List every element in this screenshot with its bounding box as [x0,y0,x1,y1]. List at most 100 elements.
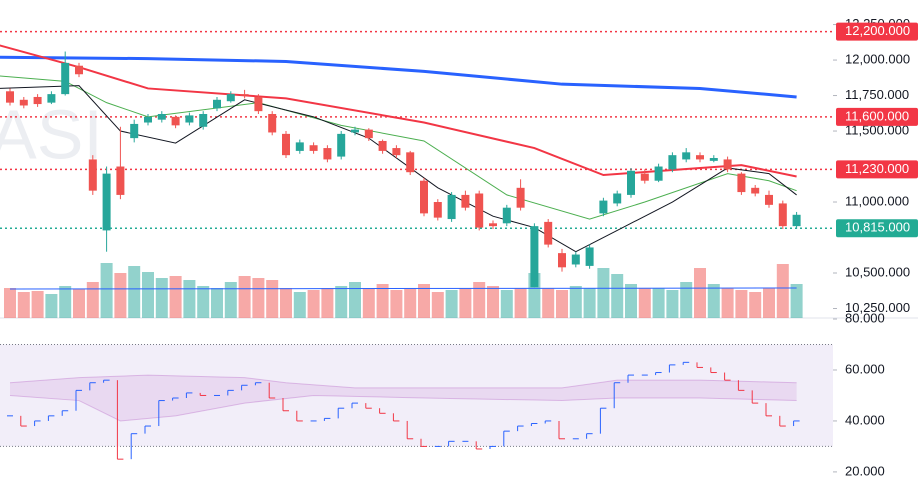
candle-body [792,214,801,227]
volume-bar [183,280,196,318]
volume-bar [459,288,472,318]
volume-bar [197,286,210,318]
candle-body [226,94,235,102]
volume-bar [224,282,237,318]
candle-body [295,142,304,151]
candle-body [199,113,208,127]
volume-bar [114,273,127,318]
volume-bar [625,284,637,318]
candle-body [489,223,497,227]
candle-body [765,194,773,205]
price-label-box [836,22,918,41]
candle-body [75,65,83,75]
volume-bar [321,288,334,318]
candle-body [433,202,442,218]
candle-body [778,203,787,227]
volume-bar [790,284,803,318]
volume-bar [694,268,706,318]
candle-body [696,155,704,160]
candle-body [61,62,70,95]
candle-body [171,116,180,126]
candle-body [185,115,194,123]
volume-bar [335,286,348,318]
volume-bar [349,282,361,318]
candle-body [323,148,332,160]
price-label-box [836,107,918,126]
candle-body [364,129,373,139]
volume-bar [487,286,499,318]
volume-bar [59,286,72,318]
volume-bar [4,288,16,318]
volume-bar [597,268,610,318]
volume-bar [280,288,292,318]
watermark: ASI [0,95,103,173]
volume-bar [293,292,306,318]
volume-bar [376,284,389,318]
candle-body [254,96,263,112]
y-tick-label: 11,000.000 [845,193,909,208]
candle-body [116,166,125,195]
candle-body [268,113,277,133]
volume-bar [266,280,279,318]
candle-body [640,173,649,181]
candle-body [47,94,56,103]
volume-bar [100,263,113,318]
candle-body [309,145,318,151]
candle-body [213,99,221,109]
volume-bar [169,276,182,318]
candle-body [88,159,97,191]
volume-bar [445,290,458,318]
candle-body [447,194,456,220]
rsi-tick-label: 60.000 [845,361,885,376]
volume-bar [362,288,375,318]
candle-body [709,158,718,161]
candle-body [502,207,511,224]
candle-body [420,180,428,214]
volume-bar [776,264,789,318]
candle-body [599,200,608,214]
rsi-band-lower [9,394,797,422]
moving-average [0,44,797,178]
candle-body [406,152,415,173]
volume-bar [556,290,568,318]
candle-body [240,94,249,96]
volume-bar [473,282,486,318]
volume-bar [142,272,154,318]
volume-bar [45,294,58,318]
candle-body [19,99,28,106]
rsi-band-upper [9,374,797,389]
price-label: 11,230.000 [845,161,909,176]
volume-bar [721,288,734,318]
volume-ma [9,287,797,290]
price-label: 11,600.000 [845,108,909,123]
candle-body [461,194,470,208]
volume-bar [252,278,265,318]
candle-body [351,129,359,133]
volume-bar [211,288,223,318]
candle-body [571,254,580,265]
volume-bar [707,284,720,318]
moving-average [0,55,797,99]
candle-body [654,166,663,181]
y-tick-label: 10,500.000 [845,264,910,279]
volume-bar [86,282,99,318]
volume-bar [666,290,679,318]
candle-body [668,155,677,170]
volume-bar [500,290,513,318]
candle-body [558,253,566,268]
candle-body [378,140,387,151]
candle-body [613,193,622,204]
volume-bar [17,292,30,318]
volume-bar [749,292,762,318]
candle-body [751,187,760,194]
volume-bar [763,288,775,318]
candle-body [392,148,401,156]
candle-body [6,91,14,103]
volume-bar [73,289,85,318]
price-label-box [836,160,918,179]
price-label: 10,815.000 [845,220,910,235]
volume-bar [31,291,44,318]
rsi-zone [0,344,833,447]
rsi-tick-label: 20.000 [845,463,885,477]
